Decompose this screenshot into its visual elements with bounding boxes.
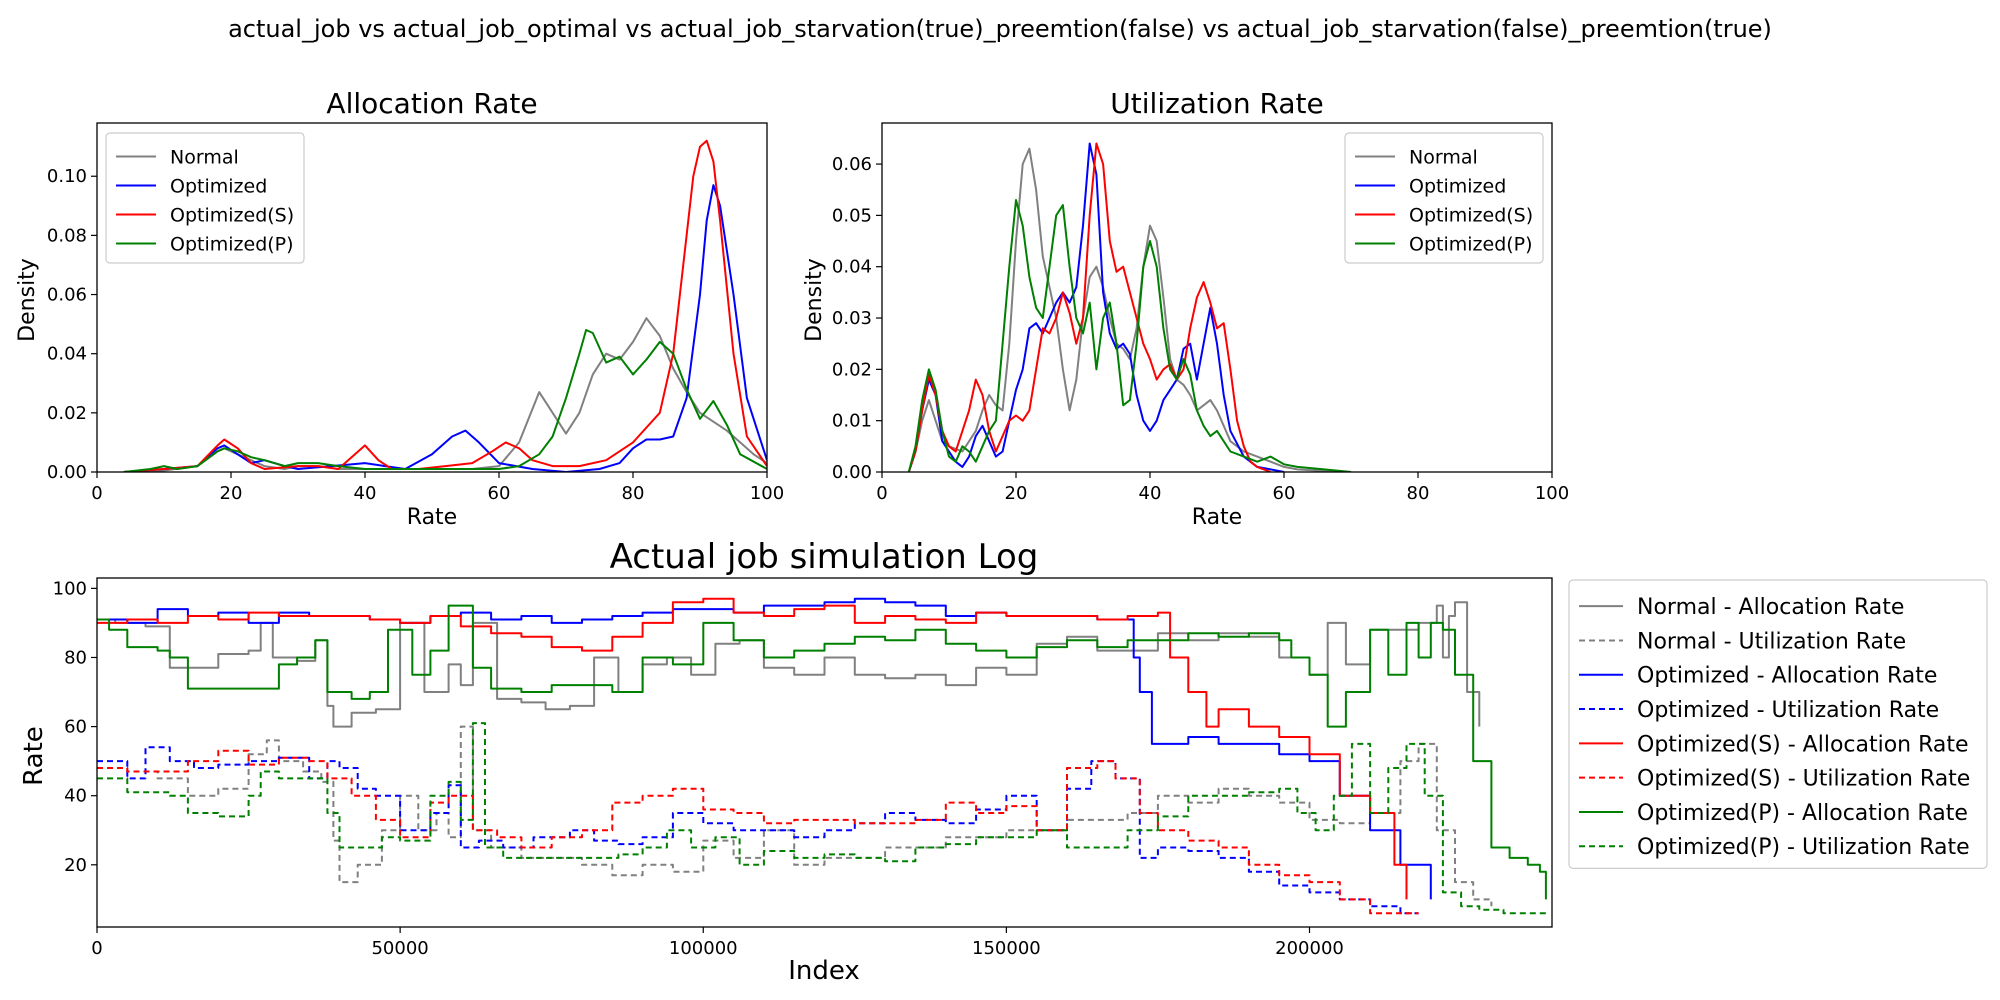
log-ytick-label: 100 xyxy=(53,578,87,599)
simulation-log-xlabel: Index xyxy=(788,956,860,986)
util-legend-label-optimized: Optimized xyxy=(1409,175,1506,197)
allocation-chart-ticks: 0 20 40 60 80 100 0.00 0.02 0.04 0.06 0.08 0.10 xyxy=(47,166,784,504)
util-ytick-label: 0.04 xyxy=(832,257,872,278)
utilization-chart-plot-area xyxy=(907,142,1352,472)
util-xtick-label: 80 xyxy=(1407,483,1430,504)
log-legend-label-optimized-allocation-rate: Optimized - Allocation Rate xyxy=(1637,664,1937,689)
utilization-chart-xlabel: Rate xyxy=(1192,505,1242,530)
util-ytick-label: 0.00 xyxy=(832,462,872,483)
util-ytick-label: 0.02 xyxy=(832,359,872,380)
allocation-chart-ylabel: Density xyxy=(15,258,40,342)
log-legend-box xyxy=(1568,579,1988,869)
log-legend-label-optimized-utilization-rate: Optimized - Utilization Rate xyxy=(1637,698,1939,723)
alloc-ytick-label: 0.06 xyxy=(47,285,87,306)
util-legend-label-optimized-s: Optimized(S) xyxy=(1409,204,1533,226)
log-series-optimized-p-utilization-rate xyxy=(97,722,1546,915)
util-ytick-label: 0.06 xyxy=(832,154,872,175)
log-xtick-label: 0 xyxy=(91,938,102,959)
alloc-series-optimized xyxy=(123,184,767,472)
figure-suptitle: actual_job vs actual_job_optimal vs actu… xyxy=(228,15,1772,43)
util-legend-label-optimized-p: Optimized(P) xyxy=(1409,233,1533,255)
alloc-xtick-label: 40 xyxy=(354,483,377,504)
log-series-optimized-s-allocation-rate xyxy=(97,597,1408,900)
allocation-chart-title: Allocation Rate xyxy=(326,87,537,120)
log-series-optimized-s-utilization-rate xyxy=(97,749,1419,915)
util-ytick-label: 0.01 xyxy=(832,411,872,432)
log-xtick-label: 200000 xyxy=(1275,938,1344,959)
log-ytick-label: 60 xyxy=(64,717,87,738)
util-ytick-label: 0.05 xyxy=(832,205,872,226)
alloc-legend-label-optimized: Optimized xyxy=(170,175,267,197)
log-series-normal-allocation-rate xyxy=(97,601,1481,728)
util-xtick-label: 40 xyxy=(1139,483,1162,504)
log-series-optimized-p-allocation-rate xyxy=(97,604,1547,900)
alloc-xtick-label: 100 xyxy=(750,483,784,504)
simulation-log-plot-area xyxy=(97,597,1547,915)
log-ytick-label: 20 xyxy=(64,855,87,876)
simulation-log-frame xyxy=(96,577,1553,928)
alloc-series-optimized-p xyxy=(123,329,767,472)
log-legend-label-optimized-s-allocation-rate: Optimized(S) - Allocation Rate xyxy=(1637,732,1969,757)
alloc-legend-label-optimized-s: Optimized(S) xyxy=(170,204,294,226)
alloc-legend-label-normal: Normal xyxy=(170,146,239,168)
simulation-log-title: Actual job simulation Log xyxy=(610,537,1039,577)
alloc-ytick-label: 0.04 xyxy=(47,344,87,365)
alloc-ytick-label: 0.10 xyxy=(47,166,87,187)
utilization-chart-ticks: 0 20 40 60 80 100 0.00 0.01 0.02 0.03 0.04 0.05 0.06 xyxy=(832,154,1569,504)
allocation-density-chart: Allocation Rate Rate Density 0 20 40 60 80 10… xyxy=(15,87,784,530)
utilization-chart-title: Utilization Rate xyxy=(1110,87,1323,120)
simulation-log-ticks: 0 50000 100000 150000 200000 20 40 60 80 100 xyxy=(53,578,1344,959)
allocation-chart-frame xyxy=(96,122,768,473)
alloc-xtick-label: 0 xyxy=(91,483,102,504)
utilization-chart-ylabel: Density xyxy=(802,258,827,342)
simulation-log-legend: Normal - Allocation Rate Normal - Utiliza… xyxy=(1568,579,1988,869)
util-series-normal xyxy=(907,147,1352,472)
alloc-xtick-label: 20 xyxy=(220,483,243,504)
simulation-log-chart: Actual job simulation Log Index Rate 0 50… xyxy=(19,537,1988,986)
util-ytick-label: 0.03 xyxy=(832,308,872,329)
util-legend-box xyxy=(1344,132,1544,264)
util-xtick-label: 60 xyxy=(1273,483,1296,504)
util-series-optimized xyxy=(907,142,1285,472)
log-legend-label-optimized-p-utilization-rate: Optimized(P) - Utilization Rate xyxy=(1637,835,1970,860)
alloc-xtick-label: 60 xyxy=(488,483,511,504)
log-ytick-label: 40 xyxy=(64,786,87,807)
allocation-chart-xlabel: Rate xyxy=(407,505,457,530)
log-legend-label-normal-utilization-rate: Normal - Utilization Rate xyxy=(1637,629,1906,654)
log-xtick-label: 150000 xyxy=(972,938,1041,959)
utilization-chart-frame xyxy=(881,122,1553,473)
alloc-series-optimized-s xyxy=(123,139,767,472)
alloc-ytick-label: 0.08 xyxy=(47,225,87,246)
log-ytick-label: 80 xyxy=(64,647,87,668)
allocation-chart-legend: Normal Optimized Optimized(S) Optimized(P) xyxy=(105,132,305,264)
log-legend-label-optimized-s-utilization-rate: Optimized(S) - Utilization Rate xyxy=(1637,767,1970,792)
util-series-optimized-p xyxy=(907,199,1352,472)
util-xtick-label: 20 xyxy=(1005,483,1028,504)
util-xtick-label: 0 xyxy=(876,483,887,504)
util-legend-label-normal: Normal xyxy=(1409,146,1478,168)
log-legend-label-optimized-p-allocation-rate: Optimized(P) - Allocation Rate xyxy=(1637,801,1968,826)
log-legend-label-normal-allocation-rate: Normal - Allocation Rate xyxy=(1637,595,1904,620)
util-xtick-label: 100 xyxy=(1535,483,1569,504)
utilization-density-chart: Utilization Rate Rate Density 0 20 40 60 80 1… xyxy=(802,87,1569,530)
util-series-optimized-s xyxy=(907,142,1271,472)
log-series-optimized-utilization-rate xyxy=(97,746,1419,915)
simulation-log-ylabel: Rate xyxy=(19,726,49,786)
alloc-legend-label-optimized-p: Optimized(P) xyxy=(170,233,294,255)
alloc-ytick-label: 0.02 xyxy=(47,403,87,424)
alloc-series-normal xyxy=(123,317,767,472)
alloc-legend-box xyxy=(105,132,305,264)
utilization-chart-legend: Normal Optimized Optimized(S) Optimized(P) xyxy=(1344,132,1544,264)
allocation-chart-plot-area xyxy=(123,139,767,472)
alloc-ytick-label: 0.00 xyxy=(47,462,87,483)
log-xtick-label: 100000 xyxy=(669,938,738,959)
alloc-xtick-label: 80 xyxy=(622,483,645,504)
log-xtick-label: 50000 xyxy=(371,938,428,959)
